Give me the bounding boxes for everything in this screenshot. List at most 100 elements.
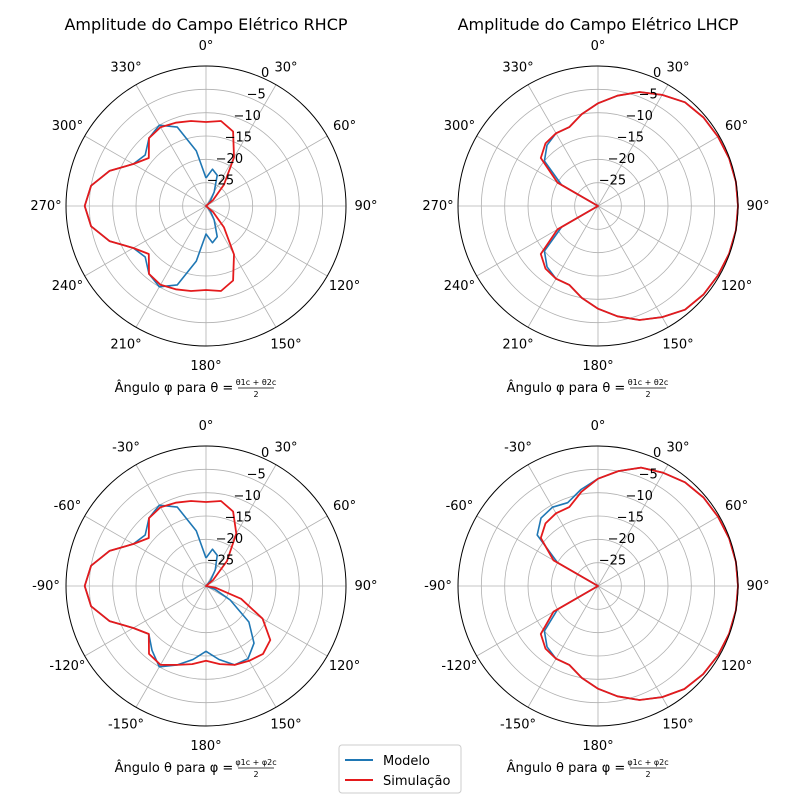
angle-tick-label: 270° (30, 199, 61, 214)
angular-gridline (597, 585, 720, 657)
angle-tick-label: 30° (274, 440, 297, 455)
angle-tick-label: 30° (666, 440, 689, 455)
angle-tick-label: 330° (110, 60, 141, 75)
series-line-simulacao (83, 120, 235, 292)
angle-tick-label: 120° (329, 659, 360, 674)
x-axis-label: Ângulo φ para θ = θ1c + θ2c 2 (507, 378, 669, 399)
angle-tick-label: -120° (49, 659, 85, 674)
angular-gridline (205, 464, 277, 587)
radial-tick-label: −10 (626, 489, 653, 504)
angular-gridline (527, 464, 599, 587)
polar-chart-3: 0° 30° 60° 90° 120° 150° 180° -150° -120° -90° -60… (32, 419, 377, 779)
radial-tick-label: −15 (225, 511, 252, 526)
radial-tick-label: −5 (247, 468, 266, 483)
x-axis-label-numerator: θ1c + θ2c (628, 378, 669, 387)
angular-gridline (84, 205, 207, 277)
angle-tick-label: 180° (582, 739, 613, 754)
radial-tick-label: 0 (261, 66, 269, 81)
x-axis-label-denominator: 2 (253, 770, 258, 779)
polar-frame (457, 65, 739, 347)
angle-tick-label: 300° (52, 119, 83, 134)
radial-tick-label: −15 (617, 511, 644, 526)
angular-gridline (135, 585, 207, 708)
angle-tick-label: -150° (108, 718, 144, 733)
x-axis-label-denominator: 2 (645, 770, 650, 779)
angle-tick-label: 90° (746, 199, 769, 214)
chart-title: Amplitude do Campo Elétrico RHCP (64, 15, 347, 34)
angle-tick-label: 0° (199, 419, 214, 434)
angle-tick-label: 180° (582, 359, 613, 374)
angular-gridline (527, 585, 599, 708)
x-axis-label: Ângulo θ para φ = φ1c + φ2c 2 (507, 758, 669, 779)
x-axis-label-denominator: 2 (645, 390, 650, 399)
radial-tick-label: −5 (639, 88, 658, 103)
angular-gridline (84, 585, 207, 657)
x-axis-label-text: Ângulo θ para φ = (507, 760, 626, 776)
angle-tick-label: 210° (502, 338, 533, 353)
polar-chart-1: 0° 30° 60° 90° 120° 150° 180° 210° 240° 270° 300° 3… (30, 15, 377, 399)
angular-gridline (205, 205, 328, 277)
angular-gridline (205, 585, 277, 708)
angle-tick-label: 120° (721, 279, 752, 294)
angular-gridline (597, 585, 669, 708)
angular-gridline (84, 135, 207, 207)
angle-tick-label: 270° (422, 199, 453, 214)
legend-label-simulacao: Simulação (383, 774, 450, 789)
angular-gridline (597, 84, 669, 207)
angular-gridline (205, 135, 328, 207)
angle-tick-label: 150° (270, 718, 301, 733)
radial-tick-label: −5 (639, 468, 658, 483)
series-line-simulacao (83, 500, 272, 666)
x-axis-label-text: Ângulo φ para θ = (507, 380, 626, 396)
angular-gridline (527, 84, 599, 207)
polar-frame (457, 445, 739, 727)
angle-tick-label: 30° (274, 60, 297, 75)
x-axis-label-denominator: 2 (253, 390, 258, 399)
angle-tick-label: 90° (746, 579, 769, 594)
angle-tick-label: 240° (444, 279, 475, 294)
x-axis-label: Ângulo φ para θ = θ1c + θ2c 2 (115, 378, 277, 399)
radial-tick-label: −20 (216, 152, 243, 167)
angle-tick-label: 60° (725, 499, 748, 514)
radial-tick-label: −20 (216, 532, 243, 547)
radial-tick-label: −10 (234, 109, 261, 124)
angle-tick-label: -30° (504, 440, 532, 455)
angle-tick-label: 180° (190, 739, 221, 754)
angular-gridline (205, 515, 328, 587)
radial-tick-label: −10 (626, 109, 653, 124)
angle-tick-label: -60° (446, 499, 474, 514)
radial-tick-label: −25 (207, 174, 234, 189)
radial-tick-label: −25 (599, 174, 626, 189)
radial-tick-label: −25 (207, 554, 234, 569)
angle-tick-label: 150° (662, 338, 693, 353)
angular-gridline (597, 464, 669, 587)
angle-tick-label: 90° (354, 579, 377, 594)
polar-frame (65, 445, 347, 727)
radial-tick-label: −15 (225, 131, 252, 146)
angular-gridline (135, 84, 207, 207)
legend: Modelo Simulação (338, 744, 462, 794)
angular-gridline (597, 205, 669, 328)
x-axis-label-text: Ângulo φ para θ = (115, 380, 234, 396)
angle-tick-label: -60° (54, 499, 82, 514)
angle-tick-label: 300° (444, 119, 475, 134)
angular-gridline (597, 135, 720, 207)
angle-tick-label: 180° (190, 359, 221, 374)
radial-tick-label: 0 (653, 66, 661, 81)
radial-tick-label: −15 (617, 131, 644, 146)
x-axis-label-numerator: φ1c + φ2c (627, 758, 668, 767)
angle-tick-label: 0° (591, 39, 606, 54)
radial-tick-label: −10 (234, 489, 261, 504)
x-axis-label-numerator: φ1c + φ2c (235, 758, 276, 767)
angle-tick-label: -90° (424, 579, 452, 594)
angle-tick-label: 330° (502, 60, 533, 75)
radial-tick-label: −20 (608, 532, 635, 547)
angle-tick-label: 150° (662, 718, 693, 733)
polar-chart-2: 0° 30° 60° 90° 120° 150° 180° 210° 240° 270° 300° 3… (422, 15, 769, 399)
angle-tick-label: -90° (32, 579, 60, 594)
angle-tick-label: 120° (721, 659, 752, 674)
angle-tick-label: 0° (199, 39, 214, 54)
radial-tick-label: 0 (653, 446, 661, 461)
angular-gridline (597, 515, 720, 587)
